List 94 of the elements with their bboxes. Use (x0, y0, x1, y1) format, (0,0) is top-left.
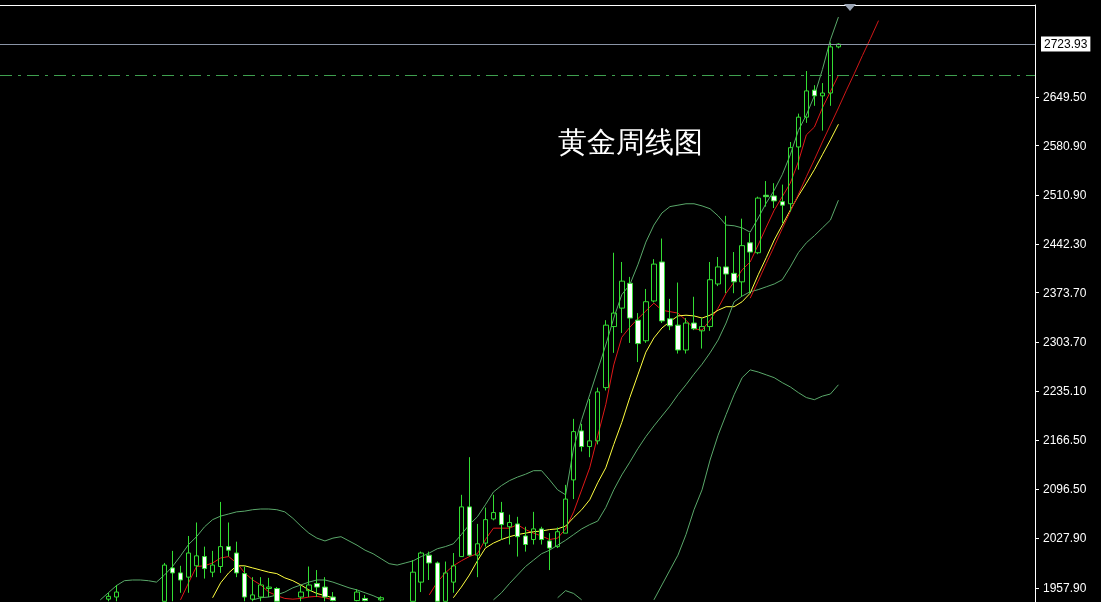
candlestick (563, 484, 568, 534)
candlestick (298, 585, 304, 602)
candlestick (739, 218, 745, 298)
candlestick (202, 546, 207, 580)
candlestick (571, 418, 576, 500)
candlestick (579, 423, 584, 453)
candlestick (755, 196, 761, 255)
candlestick (523, 526, 528, 553)
candlestick (250, 576, 255, 602)
candlestick (667, 298, 673, 331)
ref-line-label: 2723.93 (1044, 37, 1088, 52)
candlestick (587, 398, 592, 458)
candlestick (451, 552, 456, 594)
candlestick (804, 70, 809, 124)
y-tick-label: 2442.30 (1043, 237, 1087, 252)
candlestick (635, 312, 641, 363)
text: 黄金周线图 (558, 124, 703, 159)
candlestick (659, 238, 665, 324)
candlestick (836, 42, 841, 49)
candlestick (114, 584, 119, 602)
candlestick (780, 184, 785, 224)
candlestick (771, 182, 777, 209)
candlestick (435, 561, 440, 602)
candlestick (763, 180, 769, 208)
candlestick (627, 276, 633, 344)
candlestick (170, 550, 175, 602)
candlestick (274, 586, 280, 602)
candlestick (611, 252, 617, 354)
candlestick (426, 551, 432, 581)
candlestick (619, 261, 625, 334)
candlestick (820, 82, 825, 132)
candlestick (491, 494, 496, 521)
candlestick (410, 559, 416, 602)
candlestick (194, 521, 199, 578)
candlestick (643, 288, 649, 344)
y-tick-label: 2303.70 (1043, 335, 1087, 350)
y-tick-label: 2649.50 (1043, 89, 1087, 104)
candlestick (603, 319, 609, 391)
line-series (99, 16, 839, 601)
y-tick-label: 2166.50 (1043, 432, 1087, 447)
candlestick (675, 282, 681, 355)
candlestick (106, 592, 111, 602)
candlestick (186, 535, 191, 594)
candlestick (418, 551, 424, 593)
candlestick (314, 569, 320, 598)
y-tick-label: 2235.10 (1043, 384, 1087, 399)
candlestick (226, 521, 231, 558)
y-tick-label: 2373.70 (1043, 285, 1087, 300)
candlestick (467, 456, 472, 558)
candlestick (595, 387, 600, 445)
candlestick (715, 256, 721, 287)
candlestick (796, 113, 801, 171)
candlestick (354, 588, 360, 602)
y-tick-label: 2510.90 (1043, 188, 1087, 203)
candlestick (218, 501, 223, 574)
candlestick (812, 84, 817, 107)
candlestick (483, 507, 488, 548)
candlestick (459, 494, 464, 558)
candlestick (507, 514, 512, 545)
line-series (749, 20, 880, 299)
candlestick (515, 516, 520, 558)
candlestick (828, 42, 833, 107)
candlestick (691, 296, 697, 331)
candlestick (555, 526, 560, 549)
candlestick (330, 591, 336, 602)
candlestick (788, 141, 793, 213)
y-tick-label: 2580.90 (1043, 138, 1087, 153)
candlestick (475, 523, 480, 578)
candlestick (443, 561, 448, 602)
candlestick (747, 232, 753, 294)
candlestick (707, 261, 713, 332)
candlestick (651, 258, 657, 303)
candlestick (378, 595, 384, 602)
candlestick (162, 562, 167, 602)
candlestick (683, 317, 689, 355)
candlestick (306, 566, 312, 598)
candlestick (539, 526, 544, 545)
y-tick-label: 2027.90 (1043, 531, 1087, 546)
candlestick (362, 594, 368, 602)
candlestick (731, 251, 737, 294)
y-tick-label: 1957.90 (1043, 580, 1087, 595)
candlestick (178, 565, 183, 594)
candlestick (234, 541, 239, 578)
candlestick (242, 566, 247, 602)
candlestick (699, 317, 705, 350)
candlestick (210, 550, 215, 578)
candlestick (547, 532, 552, 571)
candlestick (723, 215, 729, 294)
candlestick (531, 511, 536, 545)
candlestick (266, 577, 272, 598)
candlestick (322, 576, 328, 602)
y-tick-label: 2096.50 (1043, 482, 1087, 497)
candlestick (258, 576, 264, 602)
candlestick (499, 501, 504, 541)
